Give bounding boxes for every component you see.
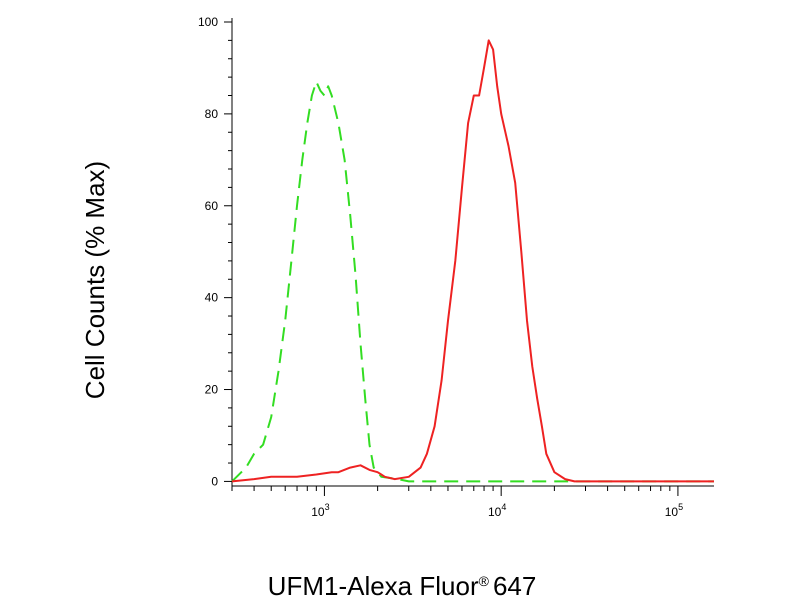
y-tick-label: 100 <box>198 15 218 29</box>
series-layer <box>231 39 714 483</box>
x-axis-title: UFM1-Alexa Fluor® 647 <box>268 571 537 600</box>
x-tick-exponent: 4 <box>501 502 506 512</box>
y-axis-title: Cell Counts (% Max) <box>80 161 110 399</box>
x-tick-label: 103 <box>311 502 329 519</box>
x-tick-exponent: 3 <box>325 502 330 512</box>
y-tick-label: 0 <box>211 474 218 488</box>
x-axis-title-main: UFM1-Alexa Fluor <box>268 571 479 600</box>
series-line-2 <box>231 39 714 483</box>
series-line-1 <box>231 80 714 483</box>
x-tick-base: 10 <box>488 505 502 519</box>
x-tick-base: 10 <box>665 505 679 519</box>
x-tick-base: 10 <box>311 505 325 519</box>
x-axis-title-suffix: 647 <box>493 571 536 600</box>
plot-area <box>231 18 714 487</box>
x-tick-label: 104 <box>488 502 506 519</box>
x-axis-title-mark: ® <box>479 573 490 589</box>
y-tick-label: 40 <box>205 291 219 305</box>
y-axis-ticks: 0 20 40 60 80 100 <box>198 15 232 488</box>
x-tick-exponent: 5 <box>678 502 683 512</box>
y-tick-label: 80 <box>205 107 219 121</box>
y-tick-label: 20 <box>205 383 219 397</box>
x-axis-ticks: 103 104 105 <box>231 486 683 519</box>
x-tick-label: 105 <box>665 502 683 519</box>
y-tick-label: 60 <box>205 199 219 213</box>
